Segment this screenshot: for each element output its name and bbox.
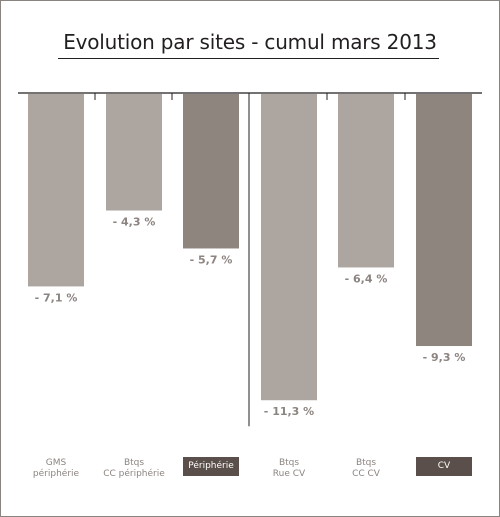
value-label: - 11,3 % <box>264 405 314 418</box>
bar <box>261 94 317 401</box>
category-label: Btqs Rue CV <box>272 458 306 479</box>
category-label: Btqs CC CV <box>352 458 380 479</box>
value-label: - 9,3 % <box>423 351 466 364</box>
category-label: GMS périphérie <box>32 458 80 479</box>
bar <box>28 94 84 287</box>
value-label: - 4,3 % <box>113 216 156 229</box>
category-label: Btqs CC périphérie <box>103 458 165 479</box>
category-label: Périphérie <box>183 457 239 476</box>
bar <box>106 94 162 211</box>
bar <box>416 94 472 347</box>
bar <box>183 94 239 249</box>
bar <box>338 94 394 268</box>
chart-title: Evolution par sites - cumul mars 2013 <box>63 30 437 54</box>
title-underline <box>58 58 439 59</box>
value-label: - 6,4 % <box>345 272 388 285</box>
value-label: - 5,7 % <box>190 253 233 266</box>
value-label: - 7,1 % <box>35 291 78 304</box>
category-label: CV <box>416 457 472 476</box>
